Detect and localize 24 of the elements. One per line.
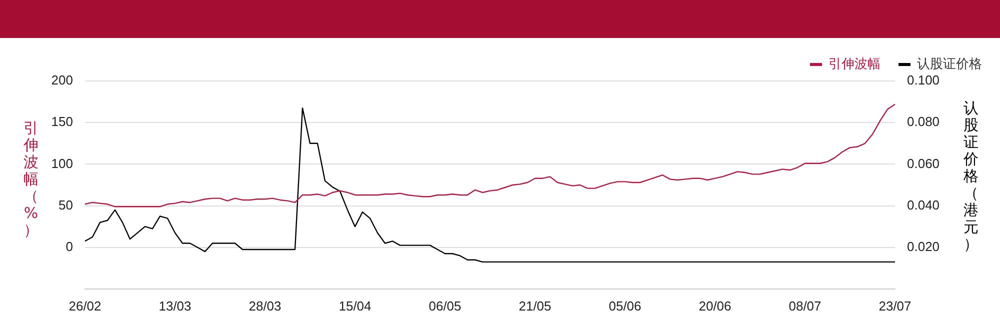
- y-tick-label: 0: [66, 238, 73, 254]
- x-tick-label: 08/07: [788, 298, 822, 314]
- y2-tick-label: 0.100: [907, 72, 940, 88]
- text: 认股证价格（港元）: [964, 99, 978, 253]
- x-tick-label: 13/03: [158, 298, 192, 314]
- x-tick-label: 21/05: [518, 298, 552, 314]
- y2-tick-label: 0.080: [907, 114, 940, 130]
- legend-label: 引伸波幅: [828, 56, 880, 72]
- x-tick-label: 15/04: [338, 298, 372, 314]
- x-tick-label: 28/03: [248, 298, 282, 314]
- x-tick-label: 05/06: [608, 298, 642, 314]
- x-tick-label: 23/07: [878, 298, 912, 314]
- y2-tick-label: 0.060: [907, 156, 940, 171]
- y-tick-label: 100: [51, 156, 73, 171]
- y-tick-label: 200: [51, 72, 73, 88]
- y-tick-label: 150: [51, 114, 73, 130]
- x-tick-label: 20/06: [698, 298, 732, 314]
- y-tick-label: 50: [58, 197, 73, 212]
- y-axis-title: 引伸波幅（%）: [22, 119, 40, 239]
- legend-label: 认股证价格: [917, 56, 982, 72]
- y2-tick-label: 0.020: [907, 238, 940, 254]
- x-tick-label: 06/05: [428, 298, 462, 314]
- x-tick-label: 26/02: [68, 298, 102, 314]
- y2-tick-label: 0.040: [907, 197, 940, 212]
